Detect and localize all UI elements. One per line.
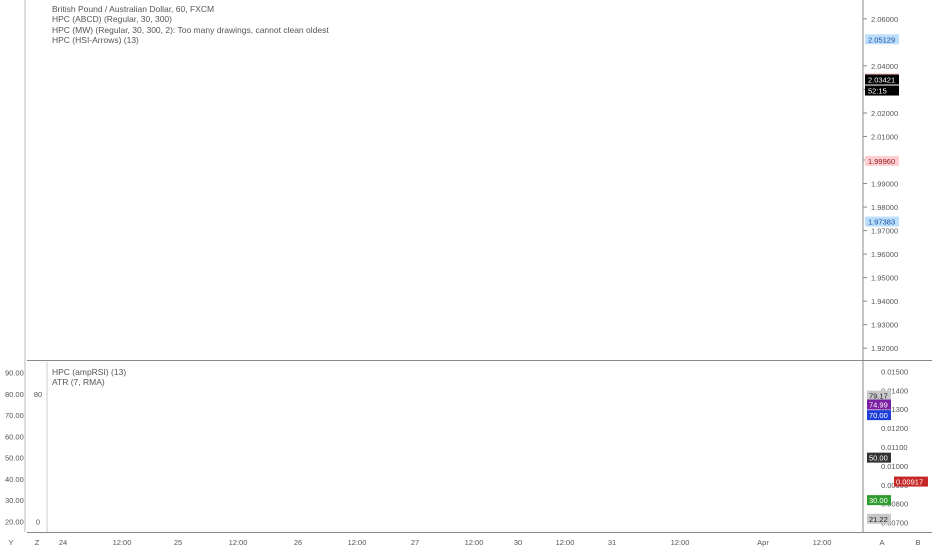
legend-amprsi: HPC (ampRSI) (13) — [52, 367, 127, 377]
rsi-value-text: 21.22 — [869, 515, 888, 524]
rsi-value-label — [867, 410, 891, 421]
rsi-value-label — [867, 513, 891, 524]
auto-scale-toggle: A — [879, 538, 884, 547]
rsi-tick-label: 90.00 — [5, 369, 24, 378]
indicator-legend: HPC (ampRSI) (13) ATR (7, RMA) — [52, 367, 126, 388]
z-axis-toggle: Z — [35, 538, 40, 547]
price-label-text: 1.99960 — [868, 157, 895, 166]
rsi-tick-label: 50.00 — [5, 454, 24, 463]
y-tick-label: 2.02000 — [871, 109, 898, 118]
atr-value-label — [894, 476, 928, 487]
y-tick-label: 1.92000 — [871, 344, 898, 353]
legend-hsi: HPC (HSI-Arrows) (13) — [52, 35, 139, 46]
rsi-value-text: 79.17 — [869, 392, 888, 401]
x-tick-label: 12:00 — [813, 538, 832, 547]
atr-tick-label: 0.01200 — [881, 424, 908, 433]
main-legend: British Pound / Australian Dollar, 60, F… — [52, 4, 329, 46]
price-label-text: 2.05129 — [868, 35, 895, 44]
x-tick-label: 12:00 — [229, 538, 248, 547]
legend-mw: HPC (MW) (Regular, 30, 300, 2): Too many… — [52, 24, 329, 35]
rsi-tick-label: 80.00 — [5, 390, 24, 399]
x-tick-label: 12:00 — [671, 538, 690, 547]
x-tick-label: 25 — [174, 538, 182, 547]
y-axis-toggle: Y — [8, 538, 13, 547]
price-label-text: 1.97383 — [868, 218, 895, 227]
rsi-value-label — [867, 390, 891, 401]
rsi-extra-tick: 80 — [34, 390, 42, 399]
legend-abcd: HPC (ABCD) (Regular, 30, 300) — [52, 14, 172, 25]
x-tick-label: 12:00 — [113, 538, 132, 547]
x-tick-label: 31 — [608, 538, 616, 547]
price-label-text: 2.03421 — [868, 76, 895, 85]
rsi-tick-label: 20.00 — [5, 517, 24, 526]
x-tick-label: 24 — [59, 538, 67, 547]
rsi-value-text: 50.00 — [869, 454, 888, 463]
x-tick-label: 26 — [294, 538, 302, 547]
price-label-text: 52:15 — [868, 87, 887, 96]
y-tick-label: 1.94000 — [871, 297, 898, 306]
y-tick-label: 1.95000 — [871, 274, 898, 283]
x-tick-label: 12:00 — [465, 538, 484, 547]
x-tick-label: 12:00 — [556, 538, 575, 547]
x-tick-label: Apr — [757, 538, 769, 547]
x-tick-label: 30 — [514, 538, 522, 547]
price-label-bb-upper — [865, 34, 899, 45]
atr-tick-label: 0.01500 — [881, 367, 908, 376]
rsi-extra-tick: 0 — [36, 517, 40, 526]
atr-tick-label: 0.01300 — [881, 405, 908, 414]
legend-atr: ATR (7, RMA) — [52, 377, 105, 388]
x-tick-label: 27 — [411, 538, 419, 547]
x-tick-label: 12:00 — [348, 538, 367, 547]
atr-value-text: 0.00917 — [896, 478, 923, 487]
log-toggle: B — [915, 538, 920, 547]
rsi-value-text: 30.00 — [869, 496, 888, 505]
rsi-value-label — [867, 399, 891, 410]
price-label-last-price — [865, 74, 899, 85]
atr-tick-label: 0.00800 — [881, 500, 908, 509]
atr-tick-label: 0.01400 — [881, 386, 908, 395]
y-tick-label: 1.93000 — [871, 321, 898, 330]
legend-symbol: British Pound / Australian Dollar, 60, F… — [52, 4, 215, 14]
price-label-bb-lower-mid — [865, 155, 899, 166]
y-tick-label: 1.97000 — [871, 227, 898, 236]
price-label-countdown — [865, 85, 899, 96]
rsi-tick-label: 40.00 — [5, 475, 24, 484]
y-tick-label: 2.04000 — [871, 62, 898, 71]
atr-tick-label: 0.00700 — [881, 519, 908, 528]
rsi-tick-label: 70.00 — [5, 411, 24, 420]
y-tick-label: 1.99000 — [871, 180, 898, 189]
rsi-tick-label: 30.00 — [5, 496, 24, 505]
y-tick-label: 2.01000 — [871, 132, 898, 141]
y-tick-label: 1.96000 — [871, 250, 898, 259]
y-tick-label: 1.98000 — [871, 203, 898, 212]
rsi-value-text: 74.99 — [869, 401, 888, 410]
rsi-value-label — [867, 495, 891, 506]
rsi-value-label — [867, 452, 891, 463]
rsi-value-text: 70.00 — [869, 411, 888, 420]
price-label-bb-lower — [865, 216, 899, 227]
rsi-tick-label: 60.00 — [5, 432, 24, 441]
atr-tick-label: 0.01100 — [881, 443, 908, 452]
atr-tick-label: 0.01000 — [881, 462, 908, 471]
y-tick-label: 2.06000 — [871, 15, 898, 24]
